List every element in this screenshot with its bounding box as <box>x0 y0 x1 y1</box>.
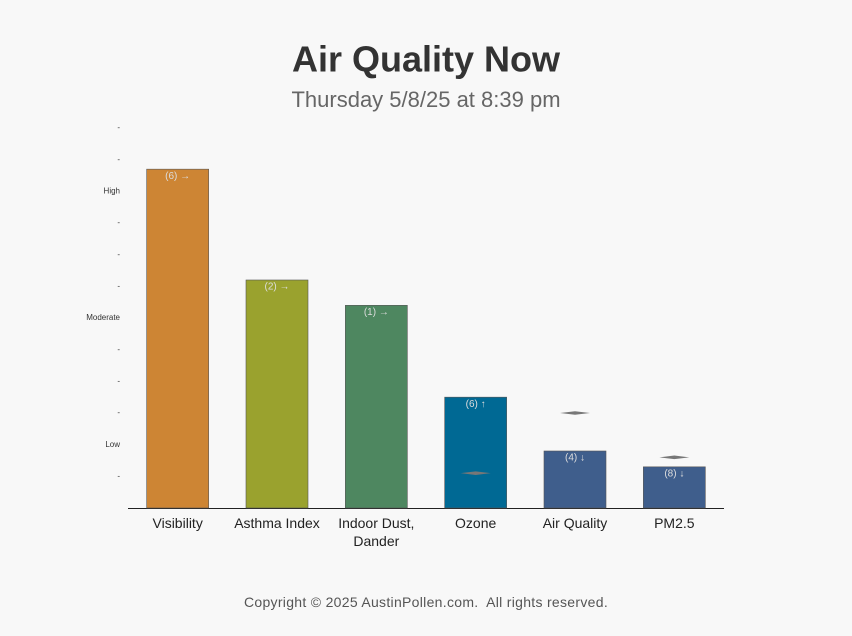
x-label-box: Ozone <box>455 515 497 531</box>
trend-label: (4) ↓ <box>565 453 585 464</box>
x-tick-label: Indoor Dust, Dander <box>338 515 415 549</box>
y-tick-label: High <box>104 186 120 195</box>
bar <box>444 396 507 509</box>
y-tick-label: - <box>117 155 120 164</box>
y-tick-label: - <box>117 218 120 227</box>
bar <box>643 466 706 509</box>
x-label-box: Indoor Dust, Dander <box>338 515 415 549</box>
forecast-marker <box>659 455 690 460</box>
bar <box>345 305 408 509</box>
x-tick-label: PM2.5 <box>654 515 695 531</box>
bar <box>146 168 209 509</box>
x-tick-label: Air Quality <box>542 515 608 531</box>
trend-label: (1) → <box>364 307 389 318</box>
y-tick-label: - <box>117 281 120 290</box>
chart-title: Air Quality Now <box>292 39 561 80</box>
bar <box>543 450 607 509</box>
trend-label: (8) ↓ <box>664 468 684 479</box>
y-tick-label: - <box>117 345 120 354</box>
footer: Copyright © 2025 AustinPollen.com. All r… <box>243 594 609 610</box>
forecast-marker <box>460 471 491 475</box>
bar <box>245 279 309 509</box>
x-label-box: Asthma Index <box>234 515 320 531</box>
y-tick-label: - <box>117 250 120 259</box>
x-label-box: PM2.5 <box>654 515 695 531</box>
x-tick-label: Visibility <box>152 515 203 531</box>
x-label-box: Visibility <box>152 515 203 531</box>
trend-label: (6) ↑ <box>466 399 486 410</box>
y-tick-label: Moderate <box>86 313 120 322</box>
chart-subtitle: Thursday 5/8/25 at 8:39 pm <box>291 87 560 112</box>
y-tick-label: Low <box>105 440 120 449</box>
x-label-box: Air Quality <box>542 515 608 531</box>
y-tick-label: - <box>117 376 120 385</box>
y-tick-label: - <box>117 471 120 480</box>
trend-label: (6) → <box>165 171 190 182</box>
forecast-marker <box>560 411 590 415</box>
y-tick-label: - <box>117 408 120 417</box>
trend-label: (2) → <box>265 282 290 293</box>
x-tick-label: Asthma Index <box>234 515 320 531</box>
y-tick-label: - <box>117 123 120 132</box>
x-tick-label: Ozone <box>455 515 497 531</box>
